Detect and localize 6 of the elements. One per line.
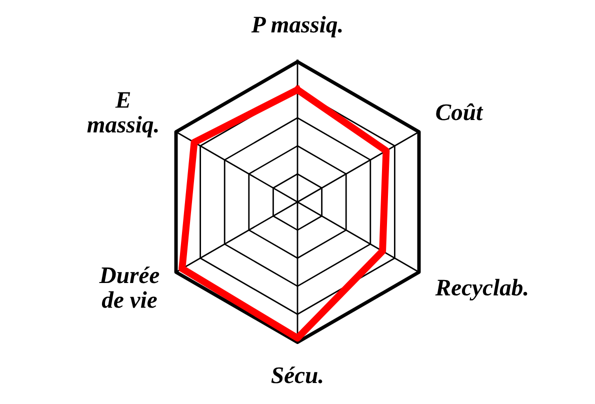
spoke-label: E massiq. xyxy=(87,92,158,138)
spoke-label: P massiq. xyxy=(251,16,342,38)
spoke-label: Sécu. xyxy=(271,366,322,384)
spoke-label: Recyclab. xyxy=(435,278,528,300)
spoke-label: Durée de vie xyxy=(99,266,160,308)
spoke-label: Coût xyxy=(436,103,484,120)
